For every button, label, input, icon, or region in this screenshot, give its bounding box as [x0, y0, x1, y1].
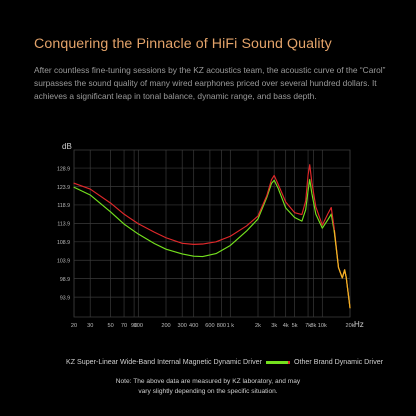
x-tick-label: 50	[107, 323, 113, 329]
y-tick-label: 108.9	[57, 240, 70, 246]
x-tick-label: 20	[71, 323, 77, 329]
y-tick-label: 128.9	[57, 166, 70, 172]
y-tick-label: 123.9	[57, 185, 70, 191]
x-tick-label: 90	[131, 323, 137, 329]
chart-series	[73, 164, 351, 309]
x-tick-label: 3k	[271, 323, 277, 329]
y-axis-label: dB	[62, 142, 72, 151]
x-tick-label: 1 k	[227, 323, 235, 329]
series-line-kz	[73, 164, 351, 309]
y-tick-label: 113.9	[57, 222, 70, 228]
legend-label-kz: KZ Super-Linear Wide-Band Internal Magne…	[66, 358, 262, 366]
x-tick-label: 10k	[318, 323, 327, 329]
x-tick-label: 30	[87, 323, 93, 329]
x-tick-label: 70	[121, 323, 127, 329]
legend-label-other: Other Brand Dynamic Driver	[294, 358, 384, 366]
x-tick-label: 2k	[255, 323, 261, 329]
x-tick-label: 300	[178, 323, 187, 329]
x-tick-label: 800	[217, 323, 226, 329]
x-tick-label: 8k	[310, 323, 316, 329]
legend-swatch-other	[266, 360, 288, 364]
measurement-note: Note: The above data are measured by KZ …	[0, 377, 416, 396]
series-overlap-line	[333, 229, 351, 309]
x-tick-label: 600	[205, 323, 214, 329]
x-tick-label: 7k	[305, 323, 311, 329]
chart-legend: KZ Super-Linear Wide-Band Internal Magne…	[0, 358, 416, 370]
note-line-2: vary slightly depending on the specific …	[138, 387, 278, 395]
x-tick-label: 5k	[292, 323, 298, 329]
section-heading: Conquering the Pinnacle of HiFi Sound Qu…	[34, 36, 332, 52]
x-axis-unit-label: Hz	[354, 320, 364, 329]
series-line-other	[73, 178, 351, 309]
y-axis-ticks: 128.9 123.9 118.9 113.9 108.9 103.9 98.9 93.9	[57, 166, 70, 301]
x-tick-label: 200	[161, 323, 170, 329]
note-line-1: Note: The above data are measured by KZ …	[115, 378, 301, 385]
y-tick-label: 98.9	[60, 277, 70, 283]
y-tick-label: 93.9	[60, 295, 70, 301]
x-tick-label: 400	[189, 323, 198, 329]
legend-item-other: Other Brand Dynamic Driver	[260, 358, 383, 366]
x-tick-label: 20k	[345, 323, 354, 329]
intro-paragraph: After countless fine-tuning sessions by …	[34, 65, 386, 101]
x-tick-label: 100	[134, 323, 143, 329]
y-tick-label: 103.9	[57, 259, 70, 265]
x-tick-label: 4k	[283, 323, 289, 329]
y-tick-label: 118.9	[57, 203, 70, 209]
